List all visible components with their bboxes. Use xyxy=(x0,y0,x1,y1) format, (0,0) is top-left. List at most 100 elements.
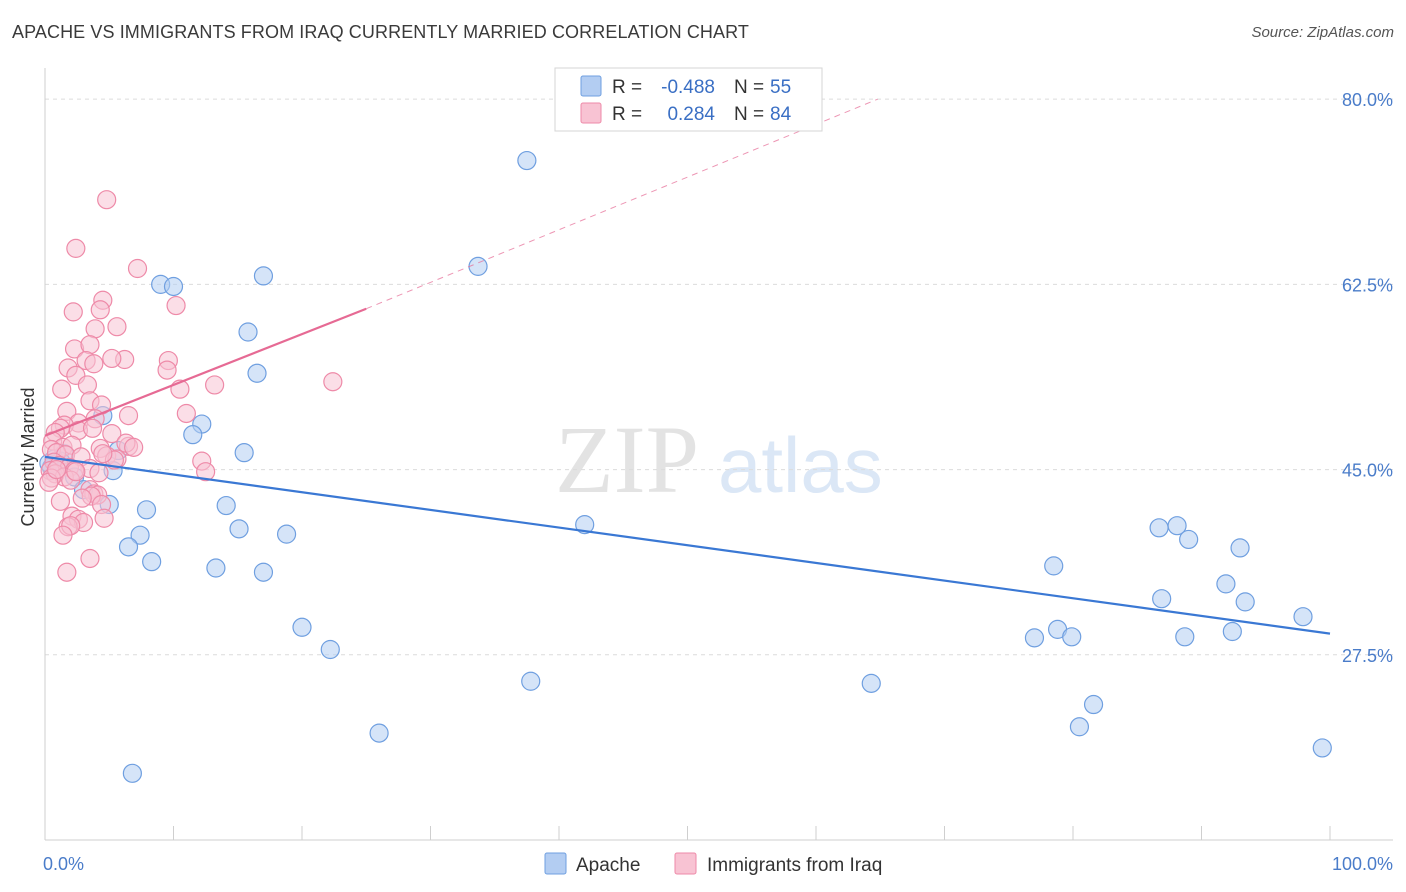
series-legend: Apache Immigrants from Iraq xyxy=(544,852,882,876)
x-tick-label: 100.0% xyxy=(1332,854,1393,874)
data-point xyxy=(50,491,71,511)
legend-n-value-apache: 55 xyxy=(770,77,791,98)
series-legend-label-iraq: Immigrants from Iraq xyxy=(707,855,882,876)
data-point xyxy=(66,462,86,482)
data-point xyxy=(1024,628,1045,648)
data-point xyxy=(238,322,258,342)
data-point xyxy=(517,150,537,171)
legend-n-label-iraq: N = xyxy=(734,104,764,125)
data-point xyxy=(93,444,113,464)
data-point xyxy=(253,562,274,582)
data-point xyxy=(276,524,297,544)
data-point xyxy=(1062,627,1082,647)
data-point xyxy=(66,238,86,258)
data-point xyxy=(1179,529,1199,550)
data-point xyxy=(229,519,249,539)
data-point xyxy=(323,372,343,392)
data-point xyxy=(63,302,83,322)
data-point xyxy=(102,424,122,444)
data-point xyxy=(369,723,389,743)
data-point xyxy=(130,525,150,545)
legend: R = -0.488 N = 55 R = 0.284 N = 84 xyxy=(554,67,823,132)
trend-lines xyxy=(44,98,1331,635)
data-point xyxy=(163,276,184,297)
data-point xyxy=(97,190,117,210)
x-tick-label: 0.0% xyxy=(43,854,84,874)
data-point xyxy=(82,418,103,438)
legend-swatch-iraq xyxy=(580,102,602,124)
y-tick-label: 80.0% xyxy=(1342,90,1393,110)
data-point xyxy=(183,425,203,445)
trend-line-apache xyxy=(44,455,1331,635)
data-point xyxy=(122,763,142,783)
data-point xyxy=(46,459,67,480)
legend-r-label-iraq: R = xyxy=(612,104,642,125)
data-point xyxy=(176,403,196,424)
data-point xyxy=(206,558,226,578)
chart-title: APACHE VS IMMIGRANTS FROM IRAQ CURRENTLY… xyxy=(12,22,750,42)
data-point xyxy=(157,360,177,380)
trend-extension-iraq xyxy=(366,98,878,310)
data-point xyxy=(124,437,144,457)
series-legend-swatch-apache xyxy=(544,852,567,875)
data-point xyxy=(205,375,225,395)
data-point xyxy=(53,525,73,545)
legend-n-value-iraq: 84 xyxy=(770,104,792,125)
data-point xyxy=(89,463,109,483)
legend-r-label-apache: R = xyxy=(612,77,642,98)
y-tick-label: 62.5% xyxy=(1342,275,1393,295)
data-points xyxy=(39,150,1332,783)
data-point xyxy=(136,500,157,520)
data-point xyxy=(118,406,139,426)
data-point xyxy=(1152,589,1172,609)
data-point xyxy=(216,495,236,516)
data-point xyxy=(84,354,104,374)
y-tick-label: 27.5% xyxy=(1342,646,1393,666)
data-point xyxy=(118,537,139,557)
data-point xyxy=(1312,738,1332,758)
data-point xyxy=(107,317,127,337)
data-point xyxy=(253,266,274,286)
data-point xyxy=(1235,592,1255,612)
legend-swatch-apache xyxy=(580,75,602,97)
y-axis-label: Currently Married xyxy=(18,387,38,526)
data-point xyxy=(72,488,92,508)
data-point xyxy=(52,379,72,399)
data-point xyxy=(80,548,100,569)
data-point xyxy=(85,319,105,339)
data-point xyxy=(102,348,122,369)
data-point xyxy=(861,673,881,693)
watermark-zip: ZIP xyxy=(555,406,699,513)
data-point xyxy=(575,515,595,535)
data-point xyxy=(166,295,186,316)
data-point xyxy=(1083,694,1104,715)
chart-source: Source: ZipAtlas.com xyxy=(1251,24,1394,41)
data-point xyxy=(1216,574,1236,594)
watermark-atlas: atlas xyxy=(718,421,883,509)
data-point xyxy=(1149,518,1169,538)
data-point xyxy=(90,300,110,320)
data-point xyxy=(1293,607,1313,627)
data-point xyxy=(77,375,98,395)
legend-r-value-iraq: 0.284 xyxy=(667,104,715,125)
data-point xyxy=(1069,717,1090,737)
legend-r-value-apache: -0.488 xyxy=(661,77,715,98)
data-point xyxy=(320,639,340,660)
data-point xyxy=(521,671,541,691)
data-point xyxy=(142,552,162,572)
legend-n-label-apache: N = xyxy=(734,77,764,98)
trend-line-iraq xyxy=(44,307,367,437)
y-tick-label: 45.0% xyxy=(1342,461,1393,481)
data-point xyxy=(196,462,216,482)
data-point xyxy=(1222,621,1242,642)
data-point xyxy=(468,256,488,276)
data-point xyxy=(1044,556,1064,576)
x-tick-labels: 0.0% 100.0% xyxy=(43,854,1393,874)
data-point xyxy=(234,443,254,463)
data-point xyxy=(292,617,312,637)
grid xyxy=(45,98,1393,656)
watermark: ZIP atlas xyxy=(555,406,883,513)
data-point xyxy=(80,335,100,355)
data-point xyxy=(1167,516,1187,536)
